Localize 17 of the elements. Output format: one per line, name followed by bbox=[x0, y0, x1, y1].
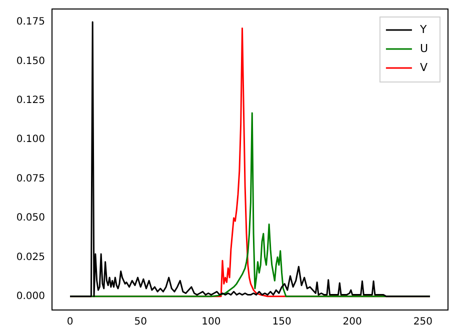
x-tick-label: 100 bbox=[202, 316, 221, 328]
legend-label: V bbox=[420, 60, 428, 74]
legend-label: Y bbox=[418, 22, 427, 36]
y-tick-label: 0.000 bbox=[16, 290, 45, 302]
y-tick-label: 0.125 bbox=[16, 94, 45, 106]
x-tick-label: 50 bbox=[134, 316, 147, 328]
y-tick-label: 0.150 bbox=[16, 56, 45, 67]
y-tick-label: 0.025 bbox=[16, 252, 45, 263]
x-tick-label: 0 bbox=[66, 316, 74, 328]
x-tick-label: 250 bbox=[413, 316, 432, 328]
y-tick-label: 0.075 bbox=[16, 173, 45, 184]
x-tick-label: 150 bbox=[272, 316, 292, 328]
y-tick-label: 0.050 bbox=[16, 212, 45, 224]
legend-label: U bbox=[420, 42, 428, 55]
y-tick-label: 0.175 bbox=[16, 16, 45, 28]
y-tick-label: 0.100 bbox=[16, 134, 45, 146]
x-tick-label: 200 bbox=[342, 316, 362, 328]
